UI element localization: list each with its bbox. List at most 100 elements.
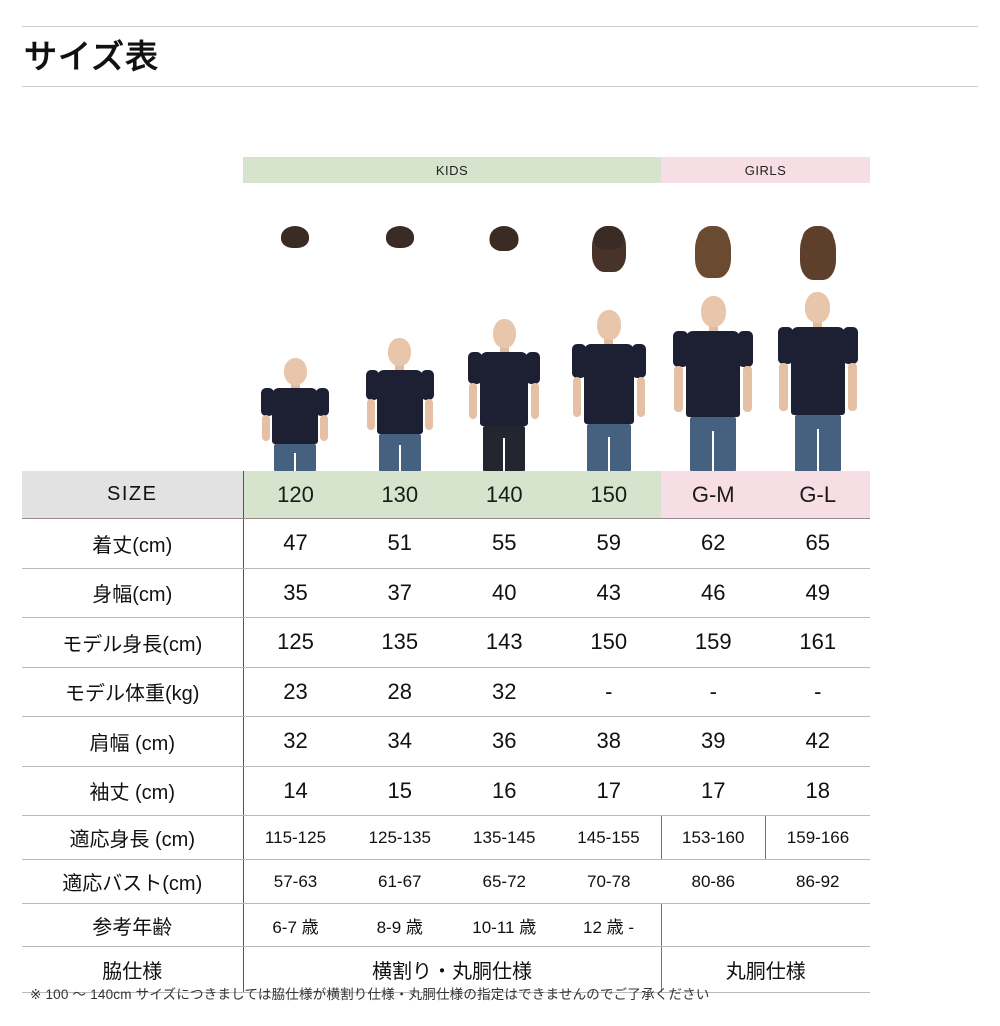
header-col-1: 130 [347, 471, 452, 519]
leg-gap [607, 437, 610, 471]
table-row: 参考年齢 6-7 歳 8-9 歳 10-11 歳 12 歳 - [22, 903, 870, 947]
cell-value: 159 [661, 617, 766, 668]
table-row: 適応バスト(cm) 57-63 61-67 65-72 70-78 80-86 … [22, 859, 870, 904]
table-row: 脇仕様 横割り・丸胴仕様 丸胴仕様 [22, 946, 870, 993]
cell-value: 65-72 [452, 859, 557, 904]
cell-value: 125 [243, 617, 348, 668]
cell-value: 34 [347, 716, 452, 767]
cell-value: 36 [452, 716, 557, 767]
cell-value: 62 [661, 518, 766, 569]
cell-value: - [556, 667, 661, 717]
cell-value: 143 [452, 617, 557, 668]
cell-value: 51 [347, 518, 452, 569]
cell-value: 70-78 [556, 859, 661, 904]
row-label: 肩幅 (cm) [22, 716, 244, 767]
size-table: SIZE 120 130 140 150 G-M G-L 着丈(cm) 47 5… [22, 471, 870, 993]
sleeve-right [842, 327, 858, 364]
neck-shape [813, 321, 823, 327]
leg-gap [816, 429, 819, 471]
cell-value: 150 [556, 617, 661, 668]
pants-shape [274, 444, 317, 471]
arm-right [636, 377, 645, 417]
sleeve-left [571, 344, 586, 378]
head-shape [805, 292, 831, 323]
row-label: 袖丈 (cm) [22, 766, 244, 816]
cell-value: 153-160 [660, 815, 766, 860]
leg-gap [712, 431, 715, 471]
hair-shape [281, 226, 310, 248]
pants-shape [690, 417, 737, 471]
header-col-5: G-L [765, 471, 870, 519]
page-title: サイズ表 [24, 38, 160, 75]
sleeve-left [365, 370, 379, 400]
cell-value: 49 [765, 568, 870, 618]
cell-value: 80-86 [661, 859, 766, 904]
sleeve-right [526, 352, 541, 384]
sleeve-left [673, 331, 689, 367]
model-figure-140 [452, 226, 557, 471]
cell-value: 6-7 歳 [243, 903, 348, 947]
neck-shape [708, 325, 718, 331]
cell-value: 161 [765, 617, 870, 668]
cell-value: 38 [556, 716, 661, 767]
row-label: 身幅(cm) [22, 568, 244, 618]
cell-value: 8-9 歳 [347, 903, 452, 947]
title-divider-top [22, 26, 978, 27]
cell-value: 145-155 [556, 815, 661, 860]
arm-left [262, 415, 271, 441]
row-label: モデル身長(cm) [22, 617, 244, 668]
table-row: 着丈(cm) 47 51 55 59 62 65 [22, 518, 870, 569]
head-shape [700, 296, 726, 327]
cell-value: 32 [452, 667, 557, 717]
head-shape [492, 319, 516, 348]
sleeve-left [261, 388, 275, 416]
cell-value: - [765, 667, 870, 717]
cell-value: 135-145 [452, 815, 557, 860]
cell-value: 35 [243, 568, 348, 618]
cell-value: 17 [556, 766, 661, 816]
hair-shape [489, 226, 519, 251]
cell-value: 39 [661, 716, 766, 767]
cell-value: 86-92 [765, 859, 870, 904]
arm-left [778, 363, 788, 411]
arm-right [320, 415, 329, 441]
sleeve-right [316, 388, 330, 416]
leg-gap [294, 453, 297, 471]
row-label: 適応バスト(cm) [22, 859, 244, 904]
header-size-label: SIZE [22, 471, 244, 519]
cell-value: 46 [661, 568, 766, 618]
cell-value-girls-spec: 丸胴仕様 [660, 946, 870, 993]
model-figure-130 [348, 226, 453, 471]
tshirt-shape [673, 331, 754, 417]
pants-shape [794, 415, 841, 471]
arm-right [531, 383, 540, 419]
pants-shape [483, 426, 526, 471]
header-col-3: 150 [556, 471, 661, 519]
head-shape [283, 358, 307, 385]
category-banner: KIDS GIRLS [243, 157, 870, 183]
model-photo-strip [243, 226, 870, 471]
footnote-text: ※ 100 〜 140cm サイズにつきましては脇仕様が横割り仕様・丸胴仕様の指… [30, 987, 710, 1002]
table-row: 適応身長 (cm) 115-125 125-135 135-145 145-15… [22, 815, 870, 860]
sleeve-left [468, 352, 483, 384]
header-col-2: 140 [452, 471, 557, 519]
tshirt-shape [777, 327, 858, 415]
cell-value: 14 [243, 766, 348, 816]
model-figure-gm [661, 226, 766, 471]
cell-value: 28 [347, 667, 452, 717]
row-label: 着丈(cm) [22, 518, 244, 569]
cell-value: 135 [347, 617, 452, 668]
leg-gap [398, 445, 401, 471]
sleeve-right [631, 344, 646, 378]
cell-value: 10-11 歳 [452, 903, 557, 947]
hair-shape [802, 226, 834, 250]
neck-shape [290, 383, 300, 388]
cell-value: 42 [765, 716, 870, 767]
model-figure-gl [766, 226, 871, 471]
cell-value: 47 [243, 518, 348, 569]
table-row: 身幅(cm) 35 37 40 43 46 49 [22, 568, 870, 618]
cell-value: 18 [765, 766, 870, 816]
neck-shape [395, 364, 405, 370]
cell-value: 55 [452, 518, 557, 569]
neck-shape [604, 338, 614, 344]
